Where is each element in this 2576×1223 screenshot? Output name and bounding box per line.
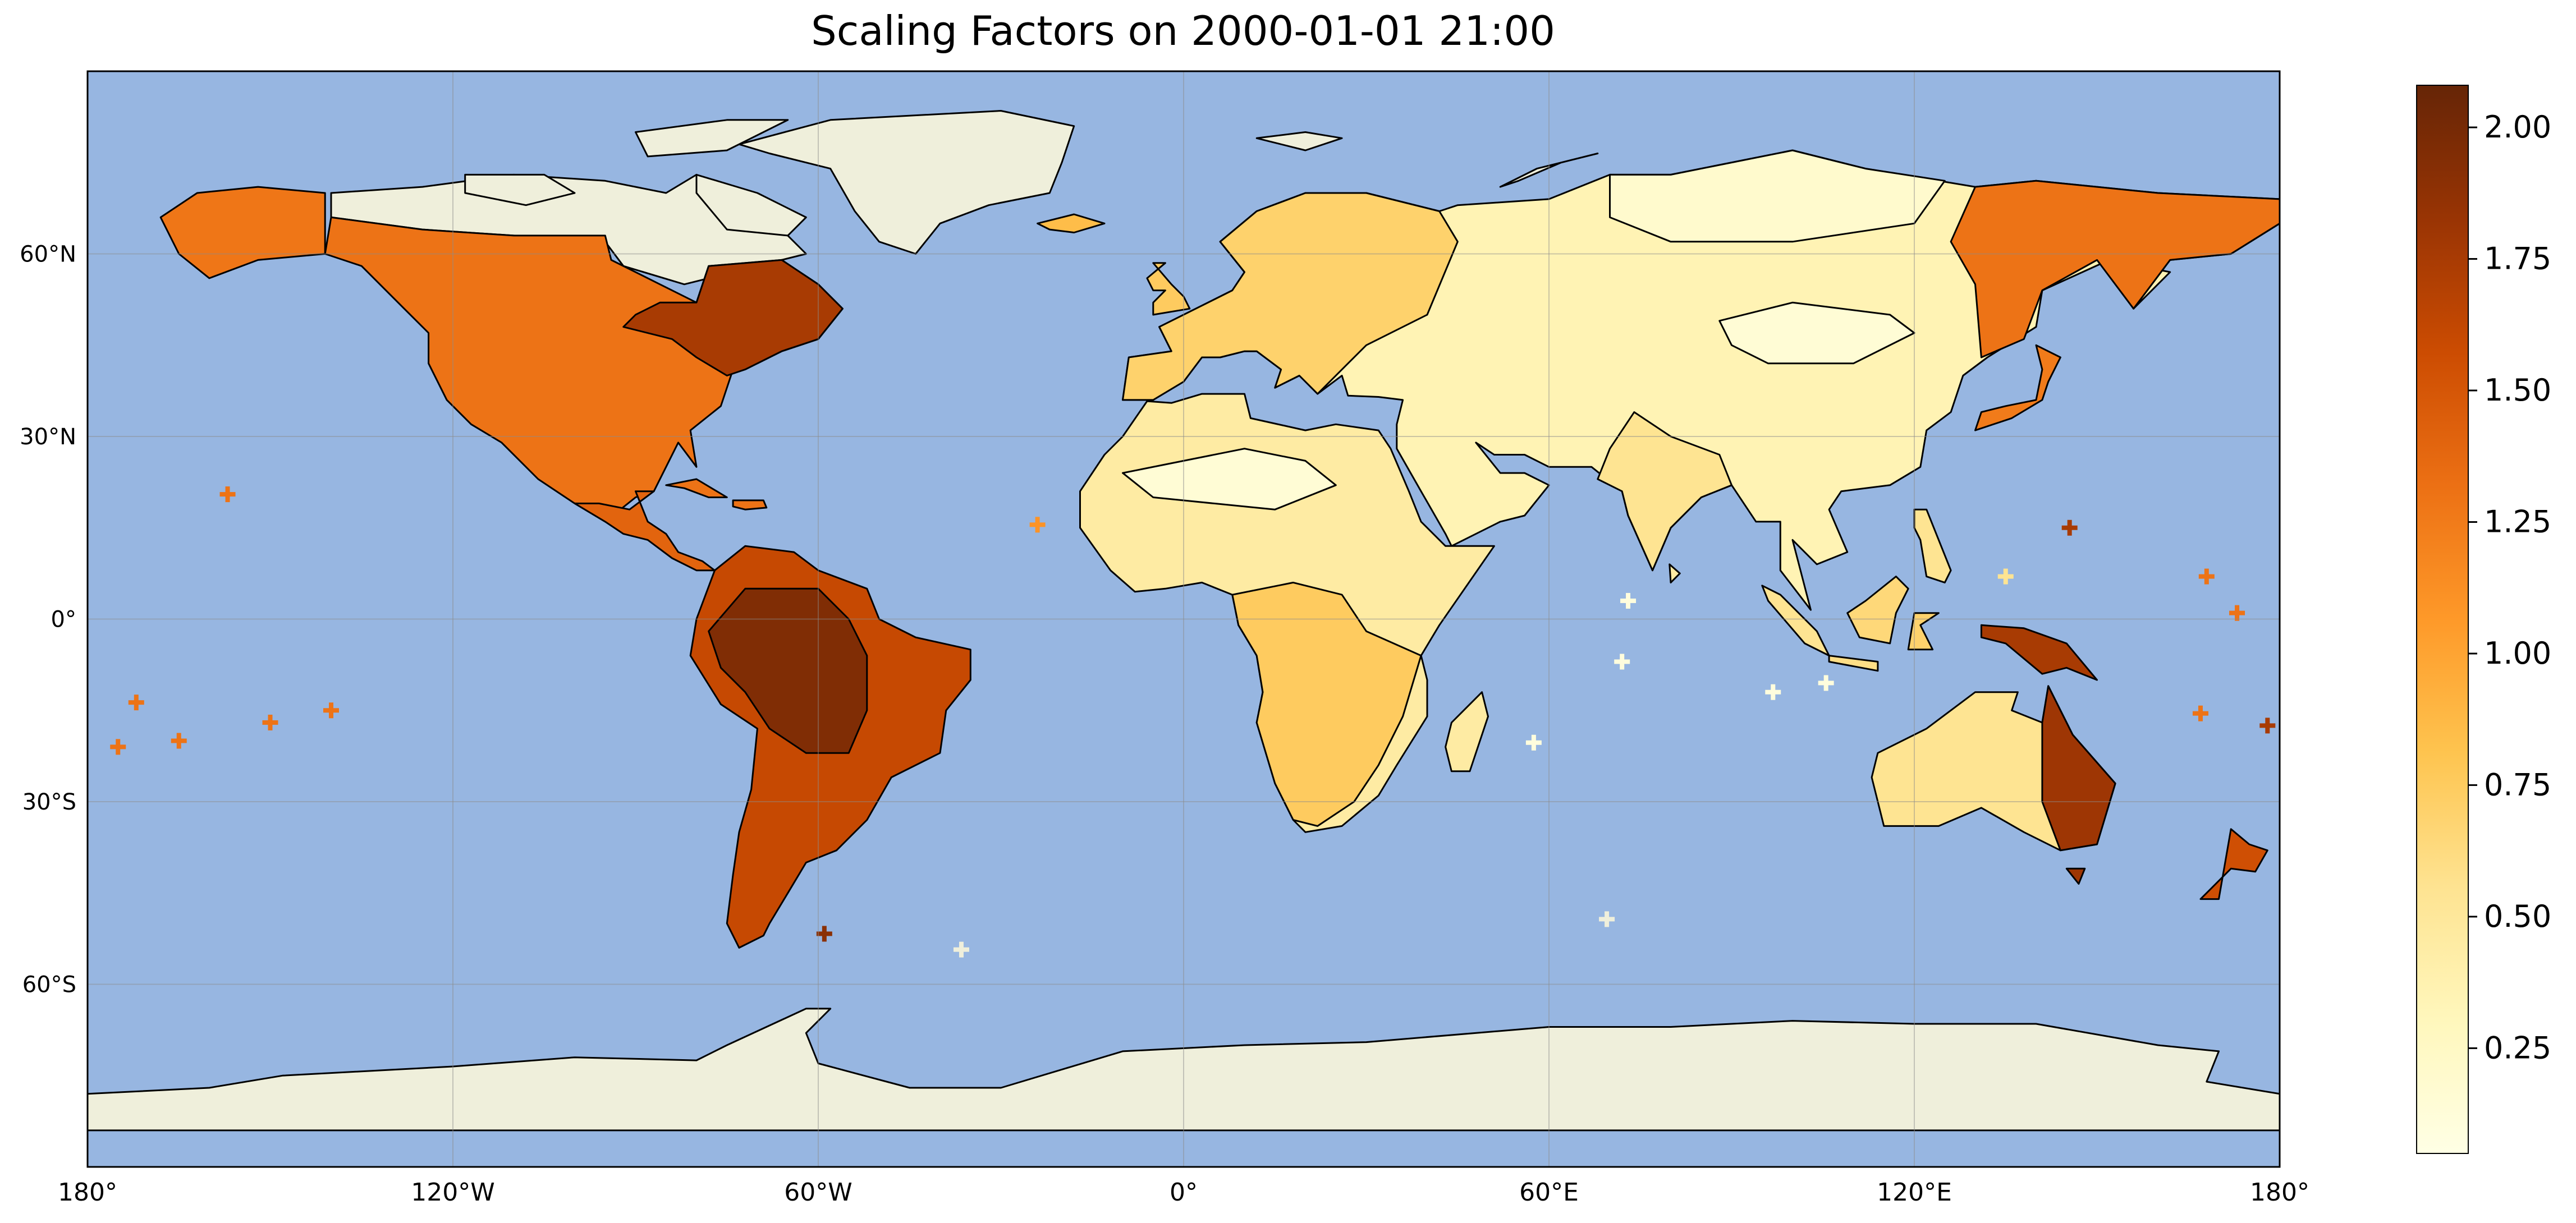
region-central-america bbox=[574, 490, 716, 572]
land-layer bbox=[88, 110, 2280, 1132]
region-india bbox=[1597, 411, 1732, 572]
lon-tick-label: 60°W bbox=[784, 1178, 852, 1207]
island-cape-verde bbox=[1029, 517, 1046, 533]
lat-tick-label: 60°S bbox=[22, 972, 76, 998]
region-uk bbox=[1146, 262, 1191, 316]
region-far-east-russia bbox=[1950, 180, 2280, 358]
lon-tick-labels: 180° 120°W 60°W 0° 60°E 120°E 180° bbox=[58, 1178, 2309, 1207]
lon-tick-label: 180° bbox=[2250, 1178, 2309, 1207]
colorbar: 0.25 0.50 0.75 1.00 1.25 1.50 1.75 2.00 bbox=[2416, 85, 2551, 1154]
island-kerguelen bbox=[1599, 911, 1615, 927]
region-java bbox=[1828, 655, 1879, 672]
region-siberia-north bbox=[1609, 149, 1946, 243]
region-madagascar bbox=[1445, 691, 1489, 773]
island-marshall bbox=[2198, 568, 2215, 585]
island-falkland bbox=[816, 926, 832, 942]
region-greenland bbox=[738, 110, 1075, 255]
region-baffin-island bbox=[695, 173, 807, 237]
region-sulawesi bbox=[1907, 612, 1940, 651]
island-christmas bbox=[1818, 675, 1834, 691]
region-antarctica bbox=[88, 1008, 2280, 1132]
island-south-georgia bbox=[953, 941, 969, 958]
colorbar-tick-label: 2.00 bbox=[2484, 109, 2551, 145]
lon-tick-label: 120°W bbox=[411, 1178, 495, 1207]
lat-tick-label: 0° bbox=[51, 607, 76, 633]
island-vanuatu bbox=[2192, 705, 2208, 721]
lat-tick-label: 60°N bbox=[20, 242, 76, 268]
map-frame bbox=[86, 70, 2281, 1168]
colorbar-tick-label: 1.25 bbox=[2484, 504, 2551, 539]
island-samoa bbox=[128, 695, 144, 711]
colorbar-tick-label: 0.25 bbox=[2484, 1030, 2551, 1065]
region-tasmania bbox=[2065, 867, 2086, 885]
region-amazon bbox=[708, 587, 868, 754]
island-cocos bbox=[1765, 684, 1781, 700]
island-tonga bbox=[110, 739, 126, 755]
region-philippines bbox=[1913, 508, 1952, 583]
colorbar-ticks: 0.25 0.50 0.75 1.00 1.25 1.50 1.75 2.00 bbox=[2468, 109, 2551, 1065]
lat-tick-labels: 60°N 30°N 0° 30°S 60°S bbox=[20, 242, 76, 998]
colorbar-tick-label: 1.75 bbox=[2484, 241, 2551, 277]
map-axes: 180° 120°W 60°W 0° 60°E 120°E 180° 60°N 30°N 0° 3… bbox=[20, 70, 2309, 1207]
region-new-guinea bbox=[1980, 624, 2098, 681]
region-sahara bbox=[1122, 448, 1337, 511]
island-marianas bbox=[2061, 519, 2078, 536]
colorbar-gradient bbox=[2416, 85, 2469, 1154]
region-japan bbox=[1974, 344, 2061, 431]
island-chagos bbox=[1614, 654, 1630, 670]
colorbar-tick-label: 1.50 bbox=[2484, 373, 2551, 408]
region-central-africa bbox=[1231, 581, 1422, 827]
region-sri-lanka bbox=[1669, 563, 1681, 583]
lat-tick-label: 30°S bbox=[22, 789, 76, 815]
region-europe bbox=[1122, 192, 1459, 401]
island-fiji bbox=[2259, 718, 2276, 734]
region-victoria-island bbox=[464, 173, 576, 206]
lon-tick-label: 120°E bbox=[1877, 1178, 1952, 1207]
island-maldives bbox=[1620, 592, 1637, 609]
island-kiribati bbox=[2229, 605, 2245, 621]
island-polynesia1 bbox=[262, 714, 278, 730]
region-mongolia bbox=[1718, 301, 1915, 365]
region-new-zealand bbox=[2199, 828, 2268, 900]
colorbar-tick-label: 0.75 bbox=[2484, 767, 2551, 802]
lat-tick-label: 30°N bbox=[20, 424, 76, 450]
lon-tick-label: 0° bbox=[1170, 1178, 1198, 1207]
region-cuba bbox=[665, 478, 728, 498]
region-ellesmere bbox=[635, 119, 789, 158]
gridlines bbox=[88, 71, 2280, 1167]
island-guam bbox=[1997, 568, 2014, 585]
lon-tick-label: 180° bbox=[58, 1178, 117, 1207]
island-polynesia2 bbox=[171, 733, 187, 749]
colorbar-tick-label: 0.50 bbox=[2484, 899, 2551, 934]
region-svalbard bbox=[1255, 131, 1343, 151]
region-borneo bbox=[1846, 576, 1909, 645]
region-east-australia bbox=[2041, 685, 2116, 852]
lon-tick-label: 60°E bbox=[1519, 1178, 1579, 1207]
region-iceland bbox=[1037, 213, 1106, 233]
region-ne-america bbox=[622, 259, 844, 376]
region-hispaniola bbox=[732, 499, 768, 511]
region-novaya-zemlya bbox=[1499, 153, 1599, 188]
island-hawaii bbox=[219, 486, 236, 503]
island-mauritius bbox=[1525, 734, 1542, 751]
island-polynesia3 bbox=[323, 702, 339, 719]
map-title: Scaling Factors on 2000-01-01 21:00 bbox=[811, 7, 1555, 54]
colorbar-tick-label: 1.00 bbox=[2484, 636, 2551, 671]
